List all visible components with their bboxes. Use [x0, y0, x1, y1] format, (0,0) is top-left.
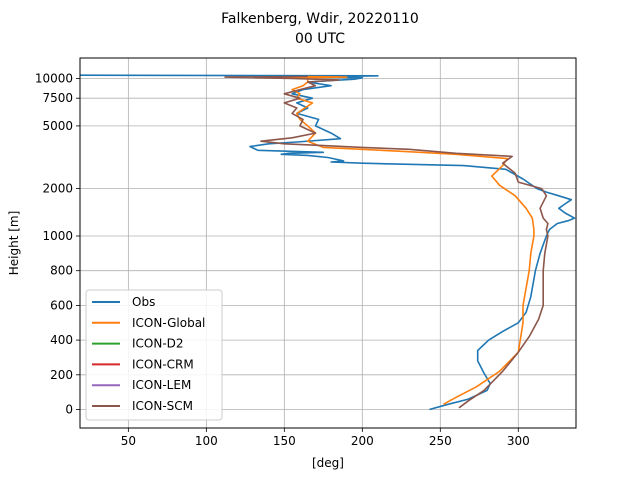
y-tick-label: 200 [50, 368, 73, 382]
x-tick-label: 50 [121, 434, 136, 448]
grid-lines [80, 58, 576, 428]
plot-series [79, 74, 576, 411]
y-tick-label: 0 [65, 403, 73, 417]
y-tick-label: 800 [50, 264, 73, 278]
y-axis-label: Height [m] [7, 211, 21, 276]
plot-frame [79, 57, 577, 429]
chart-subtitle: 00 UTC [295, 31, 345, 47]
legend-label: ICON-SCM [132, 399, 193, 413]
chart-title: Falkenberg, Wdir, 20220110 [221, 11, 419, 27]
series-line-icon-scm [224, 75, 549, 409]
y-tick-label: 400 [50, 333, 73, 347]
x-tick-label: 250 [429, 434, 452, 448]
legend-label: ICON-Global [132, 316, 205, 330]
y-axis-ticks: 0 200 400 600 800 1000 2000 5000 7500 10000 [35, 72, 80, 417]
series-line-icon-global [283, 75, 535, 406]
x-tick-label: 300 [507, 434, 530, 448]
legend-label: ICON-D2 [132, 337, 184, 351]
y-tick-label: 1000 [42, 229, 73, 243]
x-tick-label: 100 [195, 434, 218, 448]
legend-label: Obs [132, 295, 155, 309]
y-tick-label: 10000 [35, 72, 73, 86]
y-tick-label: 2000 [42, 182, 73, 196]
x-axis-ticks: 50 100 150 200 250 300 [121, 428, 530, 448]
legend: Obs ICON-Global ICON-D2 ICON-CRM ICON-LEM ICO… [85, 289, 223, 421]
legend-label: ICON-LEM [132, 378, 191, 392]
x-axis-label: [deg] [312, 456, 344, 470]
x-tick-label: 150 [273, 434, 296, 448]
y-tick-label: 7500 [42, 91, 73, 105]
series-line-obs [79, 74, 576, 411]
y-tick-label: 600 [50, 298, 73, 312]
x-tick-label: 200 [351, 434, 374, 448]
y-tick-label: 5000 [42, 119, 73, 133]
legend-label: ICON-CRM [132, 357, 194, 371]
